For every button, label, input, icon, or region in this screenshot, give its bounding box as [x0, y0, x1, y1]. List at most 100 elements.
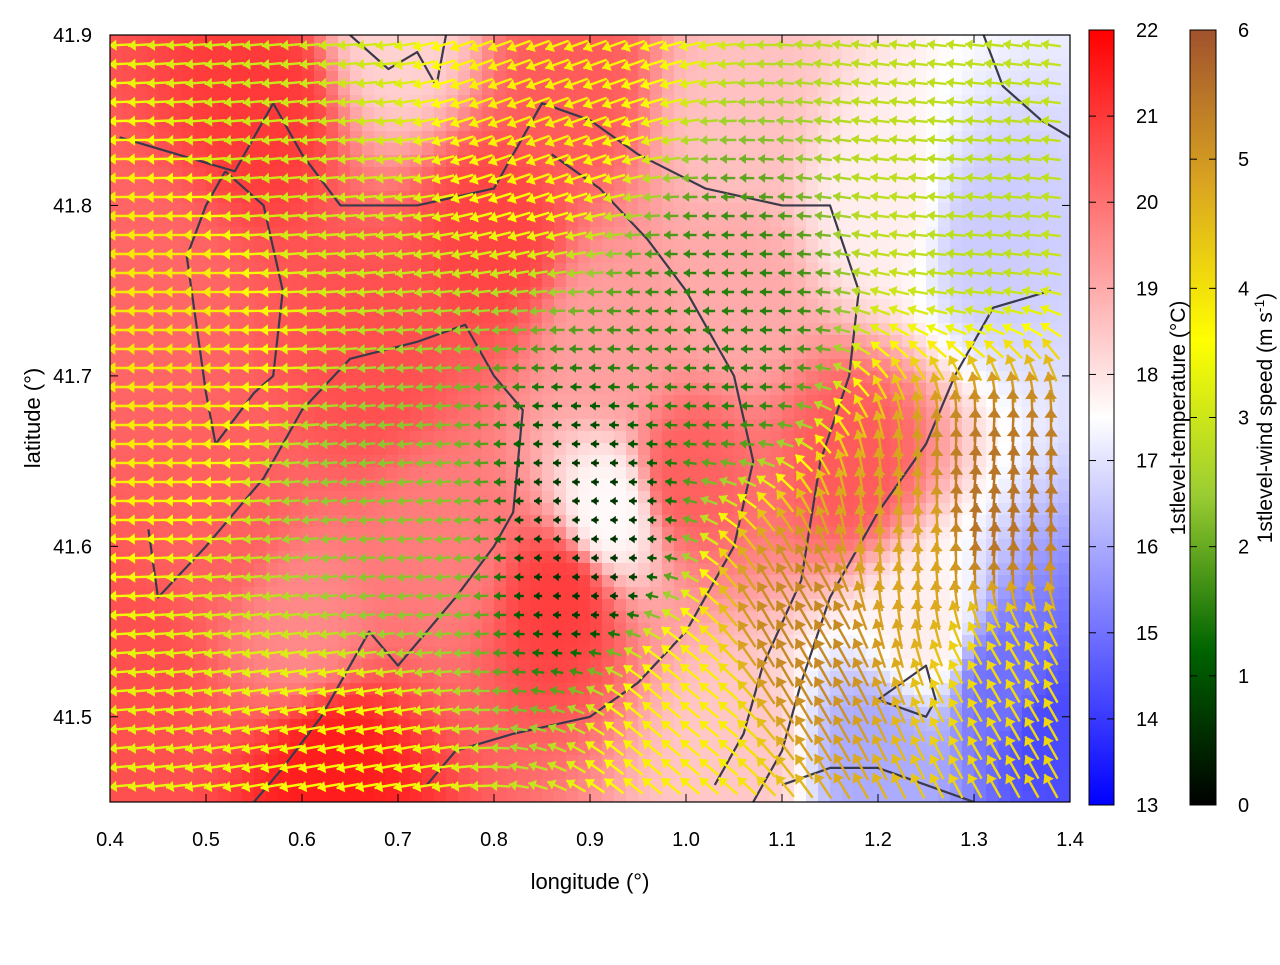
- temperature-cell: [386, 431, 399, 444]
- temperature-cell: [722, 467, 735, 480]
- temperature-cell: [254, 275, 267, 288]
- temperature-cell: [662, 335, 675, 348]
- temperature-cell: [710, 383, 723, 396]
- temperature-cell: [542, 515, 555, 528]
- temperature-cell: [482, 695, 495, 708]
- temperature-cell: [134, 767, 147, 780]
- temperature-cell: [290, 431, 303, 444]
- temperature-cell: [410, 503, 423, 516]
- temperature-cell: [290, 467, 303, 480]
- temperature-cell: [458, 767, 471, 780]
- temperature-cell: [302, 107, 315, 120]
- temperature-cell: [386, 731, 399, 744]
- temperature-cell: [578, 551, 591, 564]
- temperature-cell: [1058, 527, 1071, 540]
- temperature-cell: [746, 275, 759, 288]
- temperature-cell: [686, 239, 699, 252]
- temperature-cell: [470, 695, 483, 708]
- temperature-cell: [422, 587, 435, 600]
- temperature-cell: [266, 143, 279, 156]
- temperature-cell: [122, 695, 135, 708]
- temperature-cell: [398, 431, 411, 444]
- temperature-cell: [362, 659, 375, 672]
- temperature-cell: [926, 275, 939, 288]
- temperature-cell: [1058, 95, 1071, 108]
- temperature-cell: [470, 455, 483, 468]
- temperature-cell: [326, 155, 339, 168]
- temperature-cell: [590, 467, 603, 480]
- temperature-cell: [1058, 671, 1071, 684]
- temperature-cell: [1058, 503, 1071, 516]
- temperature-cell: [182, 275, 195, 288]
- temperature-cell: [602, 371, 615, 384]
- temperature-cell: [746, 155, 759, 168]
- temperature-cell: [482, 587, 495, 600]
- temperature-cell: [674, 371, 687, 384]
- temperature-cell: [158, 275, 171, 288]
- temperature-cell: [782, 107, 795, 120]
- temperature-cell: [1058, 767, 1071, 780]
- temperature-cell: [134, 203, 147, 216]
- temperature-cell: [830, 275, 843, 288]
- temperature-cell: [422, 503, 435, 516]
- temperature-cell: [926, 143, 939, 156]
- temperature-cell: [650, 143, 663, 156]
- temperature-cell: [578, 239, 591, 252]
- temperature-cell: [230, 659, 243, 672]
- temperature-cell: [926, 47, 939, 60]
- temperature-cell: [302, 47, 315, 60]
- temperature-cell: [818, 371, 831, 384]
- temperature-cell: [1058, 743, 1071, 756]
- temperature-cell: [794, 371, 807, 384]
- temperature-cell: [326, 47, 339, 60]
- temperature-cell: [770, 239, 783, 252]
- temperature-cell: [374, 695, 387, 708]
- temperature-cell: [434, 107, 447, 120]
- temperature-cell: [1058, 203, 1071, 216]
- temperature-cell: [758, 335, 771, 348]
- temperature-cell: [578, 575, 591, 588]
- temperature-cell: [230, 587, 243, 600]
- temperature-cell: [458, 239, 471, 252]
- temperature-cell: [638, 467, 651, 480]
- temperature-cell: [350, 143, 363, 156]
- temperature-cell: [722, 239, 735, 252]
- temperature-cell: [614, 311, 627, 324]
- temperature-cell: [806, 371, 819, 384]
- temperature-cell: [386, 563, 399, 576]
- temperature-cell: [890, 83, 903, 96]
- temperature-cell: [470, 407, 483, 420]
- temperature-cell: [134, 515, 147, 528]
- temperature-cell: [482, 335, 495, 348]
- temperature-cell: [542, 563, 555, 576]
- temperature-cell: [614, 467, 627, 480]
- temperature-cell: [386, 47, 399, 60]
- temperature-cell: [710, 311, 723, 324]
- temperature-cell: [578, 383, 591, 396]
- temperature-cell: [782, 431, 795, 444]
- temperature-cell: [962, 551, 975, 564]
- temperature-cell: [998, 503, 1011, 516]
- temperature-cell: [302, 563, 315, 576]
- temperature-cell: [614, 635, 627, 648]
- temperature-cell: [554, 599, 567, 612]
- temperature-cell: [710, 107, 723, 120]
- temperature-cell: [386, 335, 399, 348]
- temperature-cell: [674, 203, 687, 216]
- temperature-cell: [638, 503, 651, 516]
- temperature-cell: [902, 143, 915, 156]
- temperature-cell: [530, 275, 543, 288]
- temperature-cell: [554, 371, 567, 384]
- temperature-cell: [422, 287, 435, 300]
- temperature-cell: [482, 563, 495, 576]
- temperature-cell: [302, 371, 315, 384]
- temperature-cell: [230, 455, 243, 468]
- temperature-cell: [542, 407, 555, 420]
- temperature-cell: [290, 635, 303, 648]
- temperature-cell: [242, 599, 255, 612]
- temperature-cell: [506, 407, 519, 420]
- temperature-cell: [158, 371, 171, 384]
- temperature-cell: [626, 239, 639, 252]
- temperature-cell: [350, 407, 363, 420]
- temperature-cell: [530, 407, 543, 420]
